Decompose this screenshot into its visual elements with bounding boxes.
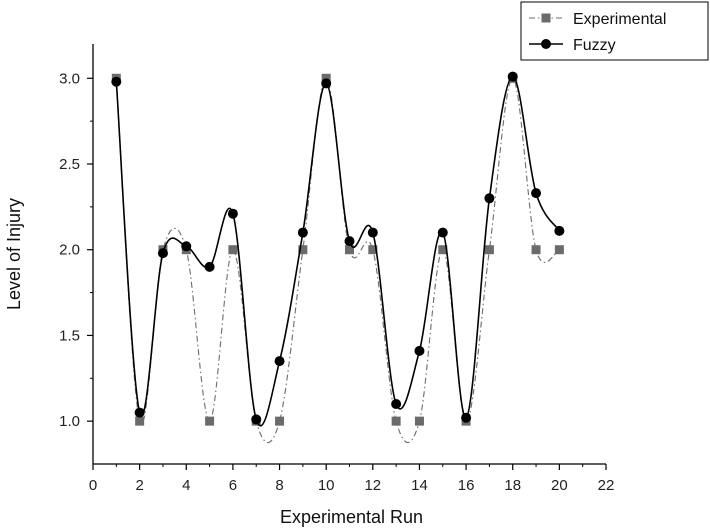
experimental-point	[298, 245, 308, 255]
x-tick-label: 16	[458, 477, 475, 494]
fuzzy-point	[414, 345, 425, 356]
fuzzy-point	[111, 76, 122, 87]
fuzzy-point	[344, 236, 355, 247]
legend-experimental-marker	[541, 13, 551, 23]
experimental-point	[554, 245, 564, 255]
experimental-point	[205, 416, 215, 426]
experimental-point	[228, 245, 238, 255]
x-tick-label: 10	[318, 477, 335, 494]
x-tick-label: 0	[89, 477, 97, 494]
y-tick-label: 3.0	[59, 70, 80, 87]
experimental-point	[391, 416, 401, 426]
x-tick-label: 8	[275, 477, 283, 494]
fuzzy-point	[274, 356, 285, 367]
legend-experimental-label: Experimental	[573, 11, 666, 28]
fuzzy-point	[321, 78, 332, 89]
x-tick-label: 4	[182, 477, 190, 494]
x-tick-label: 20	[551, 477, 568, 494]
experimental-point	[531, 245, 541, 255]
fuzzy-point	[507, 71, 518, 82]
experimental-point	[438, 245, 448, 255]
x-tick-label: 18	[504, 477, 521, 494]
x-tick-label: 22	[598, 477, 615, 494]
experimental-point	[275, 416, 285, 426]
experimental-point	[135, 416, 145, 426]
experimental-point	[484, 245, 494, 255]
axes-layer: 0 2 4 6 8 10 12 14 16 18 20 22 1.0 1.5 2.0 2.5 3.0 Experi…	[4, 44, 614, 527]
fuzzy-point	[181, 241, 192, 252]
fuzzy-point	[461, 412, 472, 423]
legend-fuzzy-label: Fuzzy	[573, 37, 616, 54]
experimental-point	[321, 73, 331, 83]
fuzzy-point	[227, 208, 238, 219]
fuzzy-point	[204, 261, 215, 272]
fuzzy-point	[367, 227, 378, 238]
y-tick-label: 1.5	[59, 327, 80, 344]
fuzzy-point	[554, 225, 565, 236]
x-tick-label: 2	[135, 477, 143, 494]
fuzzy-point	[251, 414, 262, 425]
x-tick-label: 12	[364, 477, 381, 494]
fuzzy-point	[157, 248, 168, 259]
series-layer	[111, 71, 565, 443]
legend-fuzzy-marker	[541, 39, 551, 49]
y-tick-label: 2.5	[59, 156, 80, 173]
fuzzy-point	[484, 193, 495, 204]
experimental-point	[345, 245, 354, 255]
fuzzy-point	[531, 188, 542, 199]
fuzzy-series-line	[115, 75, 561, 427]
fuzzy-point	[134, 407, 145, 418]
experimental-series-line	[115, 77, 560, 443]
fuzzy-point	[297, 227, 308, 238]
y-axis-title: Level of Injury	[4, 198, 24, 310]
x-tick-label: 14	[411, 477, 428, 494]
fuzzy-point	[437, 227, 448, 238]
fuzzy-point	[391, 399, 402, 409]
experimental-point	[414, 416, 424, 426]
x-axis-title: Experimental Run	[280, 507, 423, 527]
y-tick-label: 2.0	[59, 242, 80, 259]
x-tick-label: 6	[229, 477, 237, 494]
experimental-point	[368, 245, 378, 255]
legend-box	[520, 1, 709, 61]
legend: Experimental Fuzzy	[520, 1, 709, 61]
y-tick-label: 1.0	[59, 413, 80, 430]
